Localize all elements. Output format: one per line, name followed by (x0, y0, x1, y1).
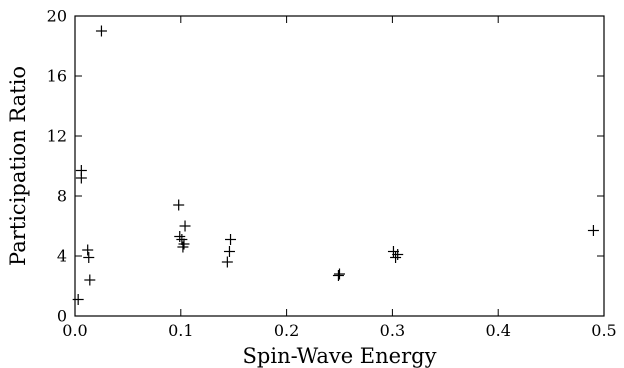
x-tick-label: 0.0 (62, 321, 87, 340)
x-tick-label: 0.2 (274, 321, 299, 340)
data-point (334, 268, 345, 280)
data-points (72, 25, 599, 305)
data-point (390, 252, 402, 263)
data-point (223, 246, 235, 257)
data-point (178, 238, 190, 250)
y-tick-label: 20 (47, 7, 67, 26)
x-tick-label: 0.4 (485, 321, 510, 340)
data-point (392, 249, 404, 260)
plot-frame (74, 15, 605, 317)
data-point (332, 270, 344, 281)
data-point (176, 234, 188, 245)
y-tick-label: 16 (47, 67, 67, 86)
data-point (174, 231, 186, 242)
data-point (173, 199, 185, 211)
y-tick-label: 0 (57, 307, 67, 326)
y-tick-label: 12 (47, 127, 67, 146)
x-axis-label: Spin-Wave Energy (243, 344, 437, 368)
y-axis-label: Participation Ratio (6, 66, 30, 266)
x-tick-label: 0.5 (591, 321, 616, 340)
y-tick-label: 8 (57, 187, 67, 206)
data-point (84, 274, 96, 286)
data-point (177, 241, 189, 253)
data-point (179, 220, 191, 232)
x-tick-label: 0.3 (380, 321, 405, 340)
data-point (83, 252, 95, 263)
data-point (82, 244, 94, 256)
plot-area (74, 15, 605, 317)
data-point (587, 225, 599, 236)
x-tick-label: 0.1 (168, 321, 193, 340)
axis-ticks: 0.0 0.1 0.2 0.3 0.4 0.5 0 4 8 12 16 20 (47, 7, 617, 341)
y-tick-label: 4 (57, 247, 67, 266)
data-point (72, 294, 84, 305)
data-point (221, 256, 233, 268)
data-point (95, 25, 107, 37)
data-point (225, 234, 237, 245)
data-point (75, 172, 87, 184)
